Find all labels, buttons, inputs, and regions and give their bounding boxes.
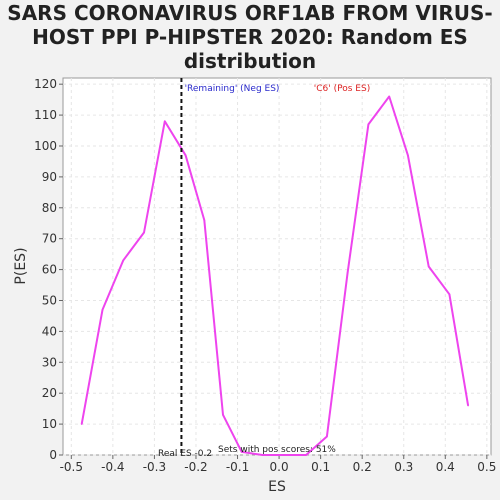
x-tick-label: -0.1	[226, 460, 249, 474]
data-point	[261, 454, 264, 456]
real-es-annotation: Real ES -0.2	[158, 449, 212, 459]
data-point	[101, 308, 104, 311]
y-tick-label: 100	[34, 139, 57, 153]
data-point	[346, 271, 349, 274]
pos-scores-annotation: Sets with pos scores: 51%	[218, 445, 336, 455]
data-point	[164, 120, 166, 123]
x-tick-label: -0.4	[101, 460, 124, 474]
x-tick-label: 0.3	[394, 460, 413, 474]
grid-layer	[63, 78, 491, 456]
y-tick-label: 40	[42, 324, 57, 338]
x-tick-label: -0.2	[184, 460, 207, 474]
y-tick-label: 50	[42, 293, 57, 307]
x-tick-label: -0.5	[60, 460, 83, 474]
data-point	[367, 123, 370, 126]
y-tick-label: 60	[42, 263, 57, 277]
data-point	[80, 423, 83, 425]
x-tick-label: -0.3	[143, 460, 166, 474]
y-tick-label: 90	[42, 170, 57, 184]
data-point	[467, 404, 469, 407]
chart-title-line-3: distribution	[184, 49, 316, 73]
neg-es-annotation: 'Remaining' (Neg ES)	[185, 84, 280, 94]
y-tick-label: 70	[42, 232, 57, 246]
data-point	[282, 454, 285, 456]
data-point	[326, 435, 328, 438]
y-tick-label: 120	[34, 77, 57, 91]
x-axis-label: ES	[268, 479, 286, 495]
data-point	[203, 219, 206, 221]
data-point	[240, 451, 243, 453]
y-tick-label: 30	[42, 355, 57, 369]
series-layer	[80, 95, 470, 456]
y-tick-label: 0	[49, 448, 57, 462]
y-tick-label: 110	[34, 108, 57, 122]
data-point	[388, 95, 390, 98]
y-tick-label: 20	[42, 386, 57, 400]
x-tick-label: 0.1	[311, 460, 330, 474]
x-tick-label: 0.2	[353, 460, 372, 474]
y-tick-label: 10	[42, 417, 57, 431]
x-tick-label: 0.0	[270, 460, 289, 474]
chart-title-line-1: SARS CORONAVIRUS ORF1AB FROM VIRUS-	[7, 1, 492, 25]
data-point	[407, 154, 409, 157]
es-distribution-line	[80, 95, 470, 456]
y-axis-label: P(ES)	[13, 247, 29, 284]
chart-title-line-2: HOST PPI P-HIPSTER 2020: Random ES	[32, 25, 468, 49]
y-axis-ticks: 0 10 20 30 40 50 60 70 80 90 100 110 120	[34, 77, 63, 462]
x-tick-label: 0.5	[477, 460, 496, 474]
data-point	[305, 454, 307, 456]
x-axis-ticks: -0.5 -0.4 -0.3 -0.2 -0.1 0.0 0.1 0.2 0.3 0.4 0.5	[60, 455, 496, 474]
x-tick-label: 0.4	[436, 460, 455, 474]
data-point	[222, 414, 224, 416]
data-point	[122, 259, 125, 262]
data-point	[448, 293, 451, 296]
plot-area	[62, 77, 492, 456]
pos-es-annotation: 'C6' (Pos ES)	[314, 84, 370, 94]
data-point	[143, 231, 145, 234]
y-tick-label: 80	[42, 201, 57, 215]
data-point	[427, 265, 430, 268]
data-point	[184, 154, 187, 157]
